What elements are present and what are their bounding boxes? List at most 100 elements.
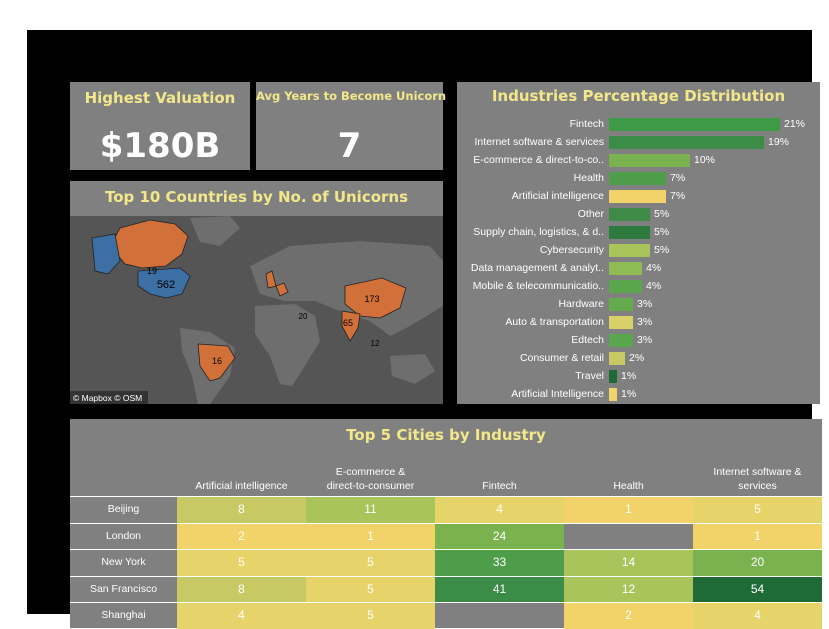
column-header[interactable]: E-commerce & direct-to-consumer [306, 465, 435, 493]
column-header[interactable]: Artificial intelligence [177, 465, 306, 493]
industry-bar[interactable] [609, 136, 764, 149]
heatmap-cell[interactable]: 41 [435, 575, 564, 602]
map-country-usa[interactable] [137, 267, 191, 299]
industry-bar[interactable] [609, 244, 650, 257]
map-country-india[interactable] [341, 310, 361, 342]
industry-bar[interactable] [609, 262, 642, 275]
heatmap-cell[interactable]: 54 [693, 575, 822, 602]
column-header-line1 [435, 465, 564, 479]
industry-label: Artificial Intelligence [511, 388, 604, 400]
industry-percent-label: 3% [637, 316, 653, 328]
industry-bar[interactable] [609, 316, 633, 329]
industry-label: Mobile & telecommunicatio.. [472, 280, 604, 292]
heatmap-cell[interactable]: 33 [435, 549, 564, 576]
heatmap-cell[interactable]: 20 [693, 549, 822, 576]
map-land-africa [255, 304, 320, 386]
industry-percent-label: 7% [670, 190, 686, 202]
map-title: Top 10 Countries by No. of Unicorns [104, 188, 409, 206]
column-header-line1: E-commerce & [335, 466, 406, 478]
row-header-city[interactable]: London [105, 529, 142, 542]
map-attribution[interactable]: © Mapbox © OSM [73, 393, 142, 403]
heatmap-cell[interactable]: 5 [306, 602, 435, 629]
map-label-sea: 12 [371, 339, 380, 348]
heatmap-cell[interactable]: 4 [693, 602, 822, 629]
industries-title: Industries Percentage Distribution [491, 87, 786, 105]
industry-percent-label: 1% [621, 370, 637, 382]
column-header-line2: services [738, 480, 777, 492]
heatmap-cell[interactable]: 1 [693, 522, 822, 549]
industry-percent-label: 4% [646, 262, 662, 274]
heatmap-cell[interactable]: 1 [306, 522, 435, 549]
industry-percent-label: 2% [629, 352, 645, 364]
industry-label: Artificial intelligence [511, 190, 604, 202]
heatmap-cell[interactable]: 8 [177, 575, 306, 602]
map-country-germany[interactable] [275, 282, 289, 297]
column-header-line2: direct-to-consumer [326, 480, 415, 492]
map-land-australia [390, 354, 435, 384]
heatmap-cell[interactable]: 5 [306, 575, 435, 602]
heatmap-cell[interactable]: 12 [564, 575, 693, 602]
map-attribution-bg [70, 391, 148, 404]
industry-bar[interactable] [609, 298, 633, 311]
map-label-europe: 20 [299, 312, 308, 321]
heatmap-cell[interactable]: 4 [435, 496, 564, 523]
map-country-brazil[interactable] [197, 343, 236, 382]
industry-percent-label: 10% [694, 154, 716, 166]
countries-map-panel: Top 10 Countries by No. of Unicorns 19 5… [70, 181, 443, 404]
world-map[interactable]: 19 562 16 20 173 65 12 © Mapbox © OSM [70, 216, 443, 404]
industry-label: Cybersecurity [539, 244, 604, 256]
column-header[interactable]: Health [564, 465, 693, 493]
row-divider [70, 523, 822, 524]
industry-bar[interactable] [609, 280, 642, 293]
avg-years-title: Avg Years to Become Unicorn [256, 89, 447, 103]
industry-bar[interactable] [609, 226, 650, 239]
industry-label: Fintech [569, 118, 604, 130]
industry-bar[interactable] [609, 208, 650, 221]
industry-percent-label: 1% [621, 388, 637, 400]
column-header-line2: Health [613, 480, 644, 492]
industries-panel: Industries Percentage Distribution Finte… [457, 82, 820, 404]
industry-percent-label: 5% [654, 226, 670, 238]
industry-bar[interactable] [609, 118, 780, 131]
heatmap-cell[interactable]: 5 [693, 496, 822, 523]
row-header-city[interactable]: Shanghai [101, 609, 146, 621]
map-country-alaska[interactable] [91, 233, 121, 275]
heatmap-cell[interactable]: 24 [435, 522, 564, 549]
industry-label: Health [573, 172, 604, 184]
highest-valuation-value: $180B [99, 126, 221, 166]
row-header-city[interactable]: Beijing [107, 503, 140, 515]
heatmap-cell[interactable] [564, 523, 693, 550]
industry-percent-label: 4% [646, 280, 662, 292]
heatmap-cell[interactable]: 1 [564, 496, 693, 523]
industry-bar[interactable] [609, 352, 625, 365]
industry-bar[interactable] [609, 388, 617, 401]
heatmap-cell[interactable]: 5 [177, 549, 306, 576]
industry-bar[interactable] [609, 334, 633, 347]
cities-panel: Top 5 Cities by Industry Artificial inte… [70, 419, 822, 629]
heatmap-cell[interactable]: 8 [177, 496, 306, 523]
industry-bar[interactable] [609, 370, 617, 383]
map-label-brazil: 16 [212, 356, 222, 366]
heatmap-cell[interactable]: 4 [177, 602, 306, 629]
industry-label: Internet software & services [474, 136, 604, 148]
industry-percent-label: 21% [784, 118, 806, 130]
industry-bar[interactable] [609, 154, 690, 167]
heatmap-cell[interactable]: 11 [306, 496, 435, 523]
heatmap-cell[interactable] [435, 602, 564, 629]
industry-bar[interactable] [609, 172, 666, 185]
row-header-city[interactable]: New York [101, 556, 146, 568]
industry-label: Travel [575, 370, 604, 382]
row-divider [70, 602, 822, 603]
industry-label: Edtech [571, 334, 604, 346]
highest-valuation-title: Highest Valuation [84, 89, 236, 107]
map-label-china: 173 [364, 294, 379, 304]
industry-bar[interactable] [609, 190, 666, 203]
heatmap-cell[interactable]: 5 [306, 549, 435, 576]
heatmap-cell[interactable]: 2 [564, 602, 693, 629]
column-header[interactable]: Fintech [435, 465, 564, 493]
row-header-city[interactable]: San Francisco [89, 582, 158, 595]
heatmap-cell[interactable]: 2 [177, 522, 306, 549]
heatmap-cell[interactable]: 14 [564, 549, 693, 576]
map-country-china[interactable] [344, 277, 407, 319]
column-header[interactable]: Internet software & services [693, 465, 822, 493]
